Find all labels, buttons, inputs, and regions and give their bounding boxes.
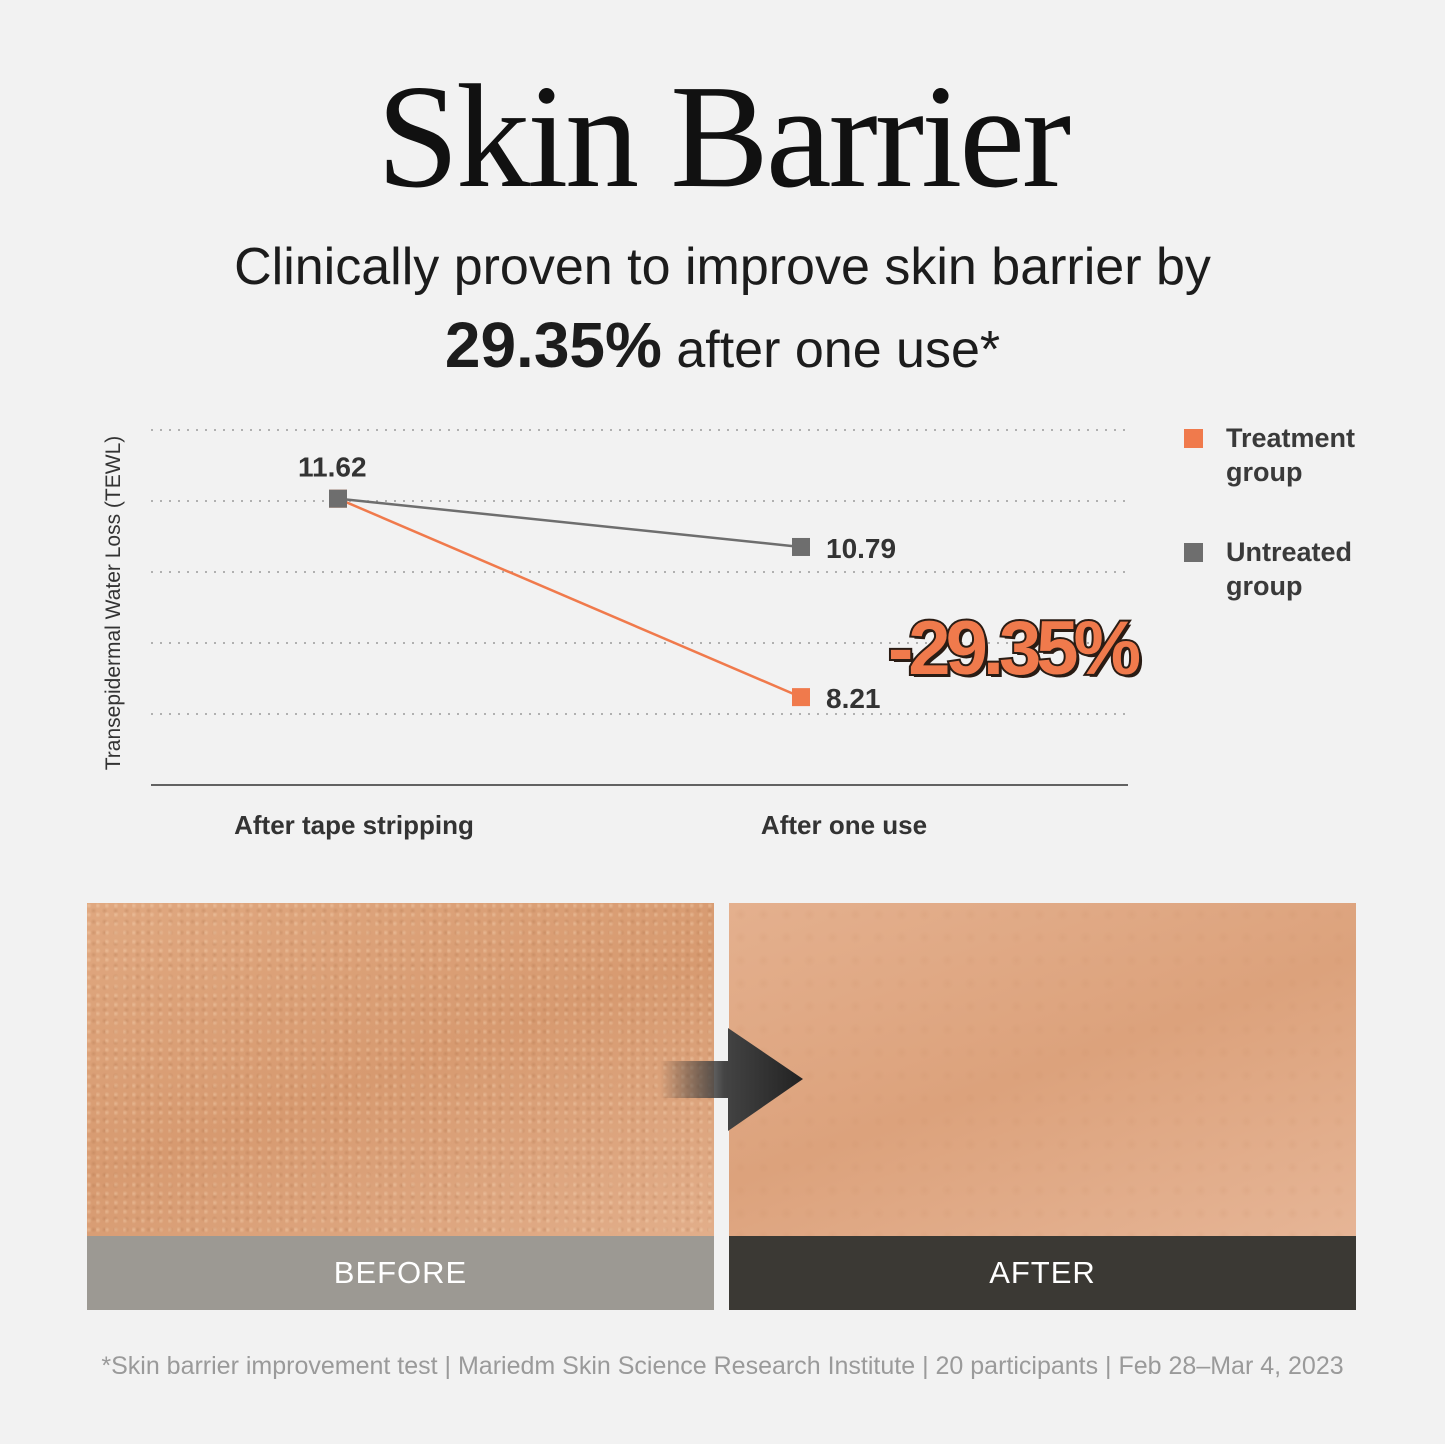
after-photo [729,903,1356,1236]
legend-label: group [1226,571,1303,601]
legend-label: Treatment [1226,423,1356,453]
page-title: Skin Barrier [376,55,1072,219]
series-line [337,497,802,549]
series-line [337,497,802,699]
tewl-chart: 11.62 8.21 10.79 [151,429,1128,786]
legend-swatch-treatment [1184,429,1203,448]
subtitle-line1: Clinically proven to improve skin barrie… [234,238,1211,296]
before-caption: BEFORE [87,1236,714,1310]
data-point [329,489,347,508]
footnote: *Skin barrier improvement test | Mariedm… [101,1352,1344,1380]
data-label: 11.62 [298,452,367,483]
x-tick-label: After tape stripping [234,810,474,840]
subtitle-line2: 29.35% after one use* [0,306,1445,389]
before-photo [87,903,714,1236]
x-tick-label: After one use [760,810,928,840]
data-point [792,688,810,707]
after-caption: AFTER [729,1236,1356,1310]
arrow-right-icon [660,1028,803,1131]
legend-swatch-untreated [1184,543,1203,562]
data-point [792,537,810,556]
legend-label: Untreated [1226,537,1353,567]
subtitle-rest: after one use* [661,321,1001,379]
subtitle-highlight: 29.35% [444,309,662,381]
legend-label: group [1226,457,1303,487]
data-label: 8.21 [826,683,881,714]
subtitle: Clinically proven to improve skin barrie… [0,228,1445,389]
reduction-annotation: -29.35% [886,604,1143,693]
data-label: 10.79 [826,533,896,564]
